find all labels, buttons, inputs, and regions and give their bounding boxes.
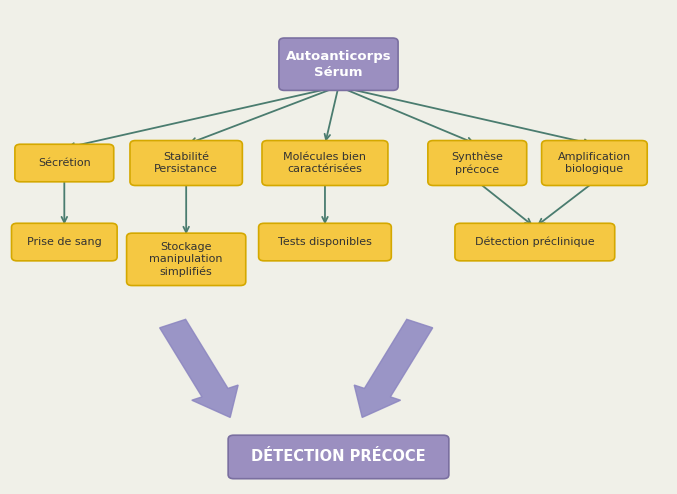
FancyBboxPatch shape — [130, 141, 242, 186]
Text: DÉTECTION PRÉCOCE: DÉTECTION PRÉCOCE — [251, 450, 426, 464]
Text: Stabilité
Persistance: Stabilité Persistance — [154, 152, 218, 174]
Text: Tests disponibles: Tests disponibles — [278, 237, 372, 247]
Text: Stockage
manipulation
simplifiés: Stockage manipulation simplifiés — [150, 242, 223, 277]
FancyBboxPatch shape — [542, 141, 647, 186]
Polygon shape — [354, 319, 433, 417]
FancyBboxPatch shape — [12, 223, 117, 261]
Text: Détection préclinique: Détection préclinique — [475, 237, 594, 247]
Text: Sécrétion: Sécrétion — [38, 158, 91, 168]
FancyBboxPatch shape — [279, 38, 398, 90]
Text: Prise de sang: Prise de sang — [27, 237, 102, 247]
FancyBboxPatch shape — [15, 144, 114, 182]
Text: Molécules bien
caractérisées: Molécules bien caractérisées — [284, 152, 366, 174]
FancyBboxPatch shape — [455, 223, 615, 261]
Polygon shape — [160, 319, 238, 417]
FancyBboxPatch shape — [428, 141, 527, 186]
Text: Amplification
biologique: Amplification biologique — [558, 152, 631, 174]
FancyBboxPatch shape — [228, 435, 449, 479]
Text: Autoanticorps
Sérum: Autoanticorps Sérum — [286, 50, 391, 79]
FancyBboxPatch shape — [127, 233, 246, 286]
FancyBboxPatch shape — [262, 141, 388, 186]
Text: Synthèse
précoce: Synthèse précoce — [452, 151, 503, 175]
FancyBboxPatch shape — [259, 223, 391, 261]
